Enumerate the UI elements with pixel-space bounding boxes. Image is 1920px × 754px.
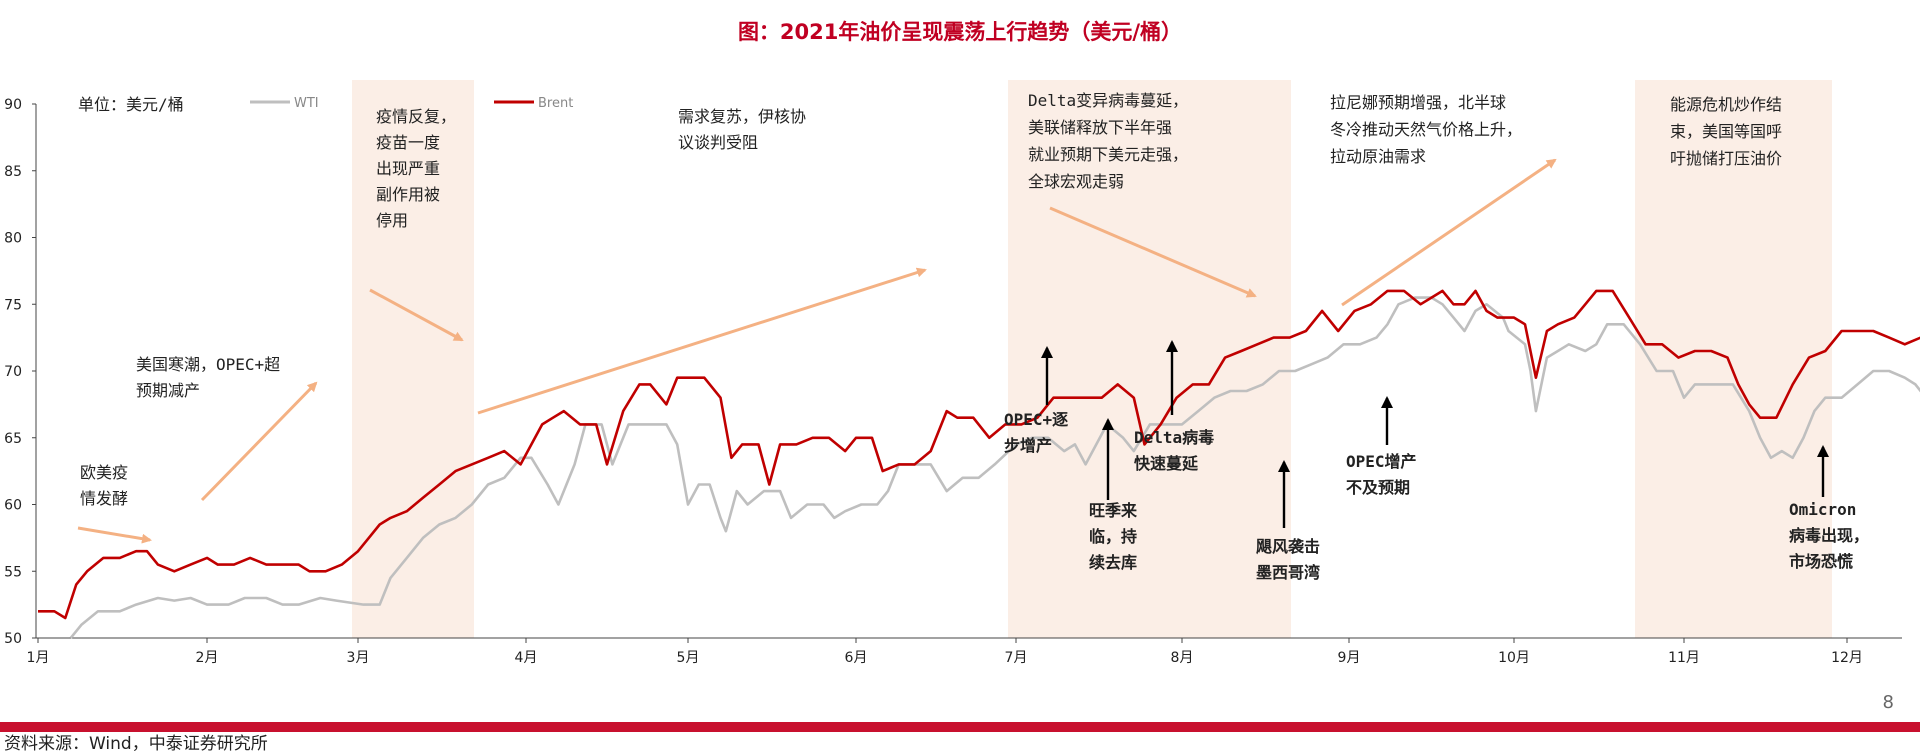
shaded-period-label: 副作用被 [376,185,440,204]
shaded-period-label: 能源危机炒作结 [1670,95,1782,114]
y-tick-label: 65 [4,431,22,447]
chart-title: 图：2021年油价呈现震荡上行趋势（美元/桶） [737,20,1183,44]
shaded-period-label: 就业预期下美元走强， [1028,145,1188,164]
annotation-label: 冬冷推动天然气价格上升， [1330,120,1522,139]
trend-arrow [477,267,927,415]
x-tick-label: 3月 [347,650,370,666]
x-tick-label: 4月 [515,650,538,666]
annotation-label: 拉尼娜预期增强，北半球 [1330,93,1506,112]
annotation-label: 旺季来 [1089,501,1138,520]
y-tick-label: 50 [4,631,22,647]
shaded-periods [352,80,1832,638]
shaded-period-1 [352,80,474,638]
trend-arrows [77,158,1829,544]
y-tick-label: 90 [4,97,22,113]
series-line-wti [69,296,1920,639]
shaded-period-2 [1008,80,1291,638]
trend-arrow [1341,158,1557,307]
annotation-label: Omicron [1789,500,1856,519]
shaded-period-3 [1635,80,1832,638]
trend-arrow [1049,206,1257,298]
x-tick-label: 11月 [1668,650,1700,666]
y-tick-label: 85 [4,164,22,180]
unit-label: 单位：美元/桶 [78,95,184,114]
annotation-label: 续去库 [1089,553,1137,572]
series-line-brent [38,289,1920,620]
shaded-period-label: 疫苗一度 [376,133,440,152]
x-tick-label: 10月 [1498,650,1530,666]
annotation-label: OPEC+逐 [1004,410,1068,429]
oil-price-chart: 50 55 60 65 70 75 80 85 90 1月 2月 3月 4月 5月 6月 7月 8月 9月 10月 1… [4,80,1920,666]
y-tick-label: 75 [4,297,22,313]
annotation-label: 需求复苏，伊核协 [678,107,806,126]
x-tick-label: 7月 [1005,650,1028,666]
x-tick-label: 12月 [1831,650,1863,666]
x-tick-label: 8月 [1171,650,1194,666]
annotation-label: 病毒出现， [1789,526,1869,545]
annotation-label: Delta病毒 [1134,428,1214,447]
annotation-label: 美国寒潮，OPEC+超 [136,355,280,374]
annotation-label: 临，持 [1089,527,1137,546]
x-tick-label: 1月 [27,650,50,666]
annotation-label: 飓风袭击 [1256,537,1320,556]
shaded-period-label: Delta变异病毒蔓延， [1028,91,1188,110]
footer-bar [0,722,1920,732]
annotation-label: 预期减产 [136,381,200,400]
annotation-label: 快速蔓延 [1134,454,1199,473]
shaded-period-label: 停用 [376,211,408,230]
shaded-period-label: 吁抛储打压油价 [1670,149,1782,168]
trend-arrow [77,526,152,544]
page-number: 8 [1882,692,1894,713]
annotation-label: 不及预期 [1346,478,1410,497]
legend: WTI Brent [250,96,573,111]
shaded-period-label: 束，美国等国呼 [1670,122,1782,141]
shaded-period-label: 疫情反复， [376,107,456,126]
annotation-label: OPEC增产 [1346,452,1417,471]
annotation-label: 议谈判受阻 [678,133,758,152]
x-tick-label: 2月 [196,650,219,666]
series-lines [38,289,1920,639]
legend-label-brent: Brent [538,96,573,111]
y-tick-label: 80 [4,231,22,247]
x-tick-label: 6月 [845,650,868,666]
shaded-period-label: 出现严重 [376,159,440,178]
y-tick-label: 70 [4,364,22,380]
y-tick-label: 60 [4,498,22,514]
y-tick-label: 55 [4,564,22,580]
trend-arrow [200,381,318,502]
annotation-label: 情发酵 [80,489,128,508]
annotation-label: 步增产 [1004,436,1052,455]
x-tick-label: 9月 [1338,650,1361,666]
trend-arrow [369,288,464,342]
annotation-label: 拉动原油需求 [1330,147,1426,166]
source-note: 资料来源：Wind，中泰证券研究所 [4,734,268,754]
annotation-label: 墨西哥湾 [1256,563,1320,582]
legend-label-wti: WTI [294,96,319,111]
x-tick-label: 5月 [677,650,700,666]
shaded-period-label: 全球宏观走弱 [1028,172,1124,191]
annotation-label: 欧美疫 [80,463,128,482]
axes: 50 55 60 65 70 75 80 85 90 1月 2月 3月 4月 5月 6月 7月 8月 9月 10月 1… [4,95,1902,666]
annotation-label: 市场恐慌 [1789,552,1853,571]
shaded-period-label: 美联储释放下半年强 [1028,118,1172,137]
